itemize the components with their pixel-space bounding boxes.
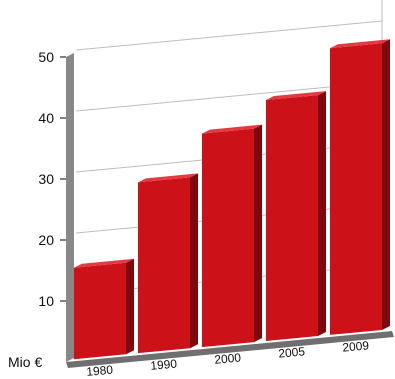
x-tick-label: 1980 [86, 363, 114, 379]
gridline [75, 20, 383, 51]
x-tick-labels: 1980 1990 2000 2005 2009 [86, 338, 370, 379]
bar-side [190, 173, 198, 349]
y-tick-label: 10 [38, 293, 54, 309]
bar-front [330, 43, 382, 335]
y-tick-labels: 10 20 30 40 50 [38, 49, 54, 309]
y-tick-label: 50 [38, 49, 54, 65]
bar-front [202, 128, 254, 348]
bar-top [138, 173, 198, 183]
unit-label: Mio € [8, 354, 42, 370]
bar-top [202, 124, 262, 134]
bars [74, 39, 390, 360]
bar-side [382, 39, 390, 330]
floor-slab [66, 331, 394, 368]
bar-top [74, 258, 134, 268]
y-tick-label: 40 [38, 110, 54, 126]
bar [74, 258, 134, 360]
bar-top [266, 91, 326, 101]
x-tick-label: 2009 [342, 338, 370, 354]
bar-front [74, 262, 126, 360]
bar-side [126, 258, 134, 355]
bar [138, 173, 198, 354]
x-tick-label: 1990 [150, 357, 178, 373]
x-tick-label: 2005 [278, 344, 306, 360]
y-tick-label: 30 [38, 171, 54, 187]
bar [202, 124, 262, 348]
bar [330, 39, 390, 335]
y-axis-wall [66, 53, 74, 362]
bar-front [266, 95, 318, 341]
y-axis [60, 53, 74, 362]
bar-side [254, 124, 262, 343]
y-tick-label: 20 [38, 232, 54, 248]
floor [66, 331, 394, 368]
bar [266, 91, 326, 341]
bar-side [318, 91, 326, 337]
bar-top [330, 39, 390, 49]
x-tick-label: 2000 [214, 350, 242, 366]
bar-front [138, 177, 190, 354]
